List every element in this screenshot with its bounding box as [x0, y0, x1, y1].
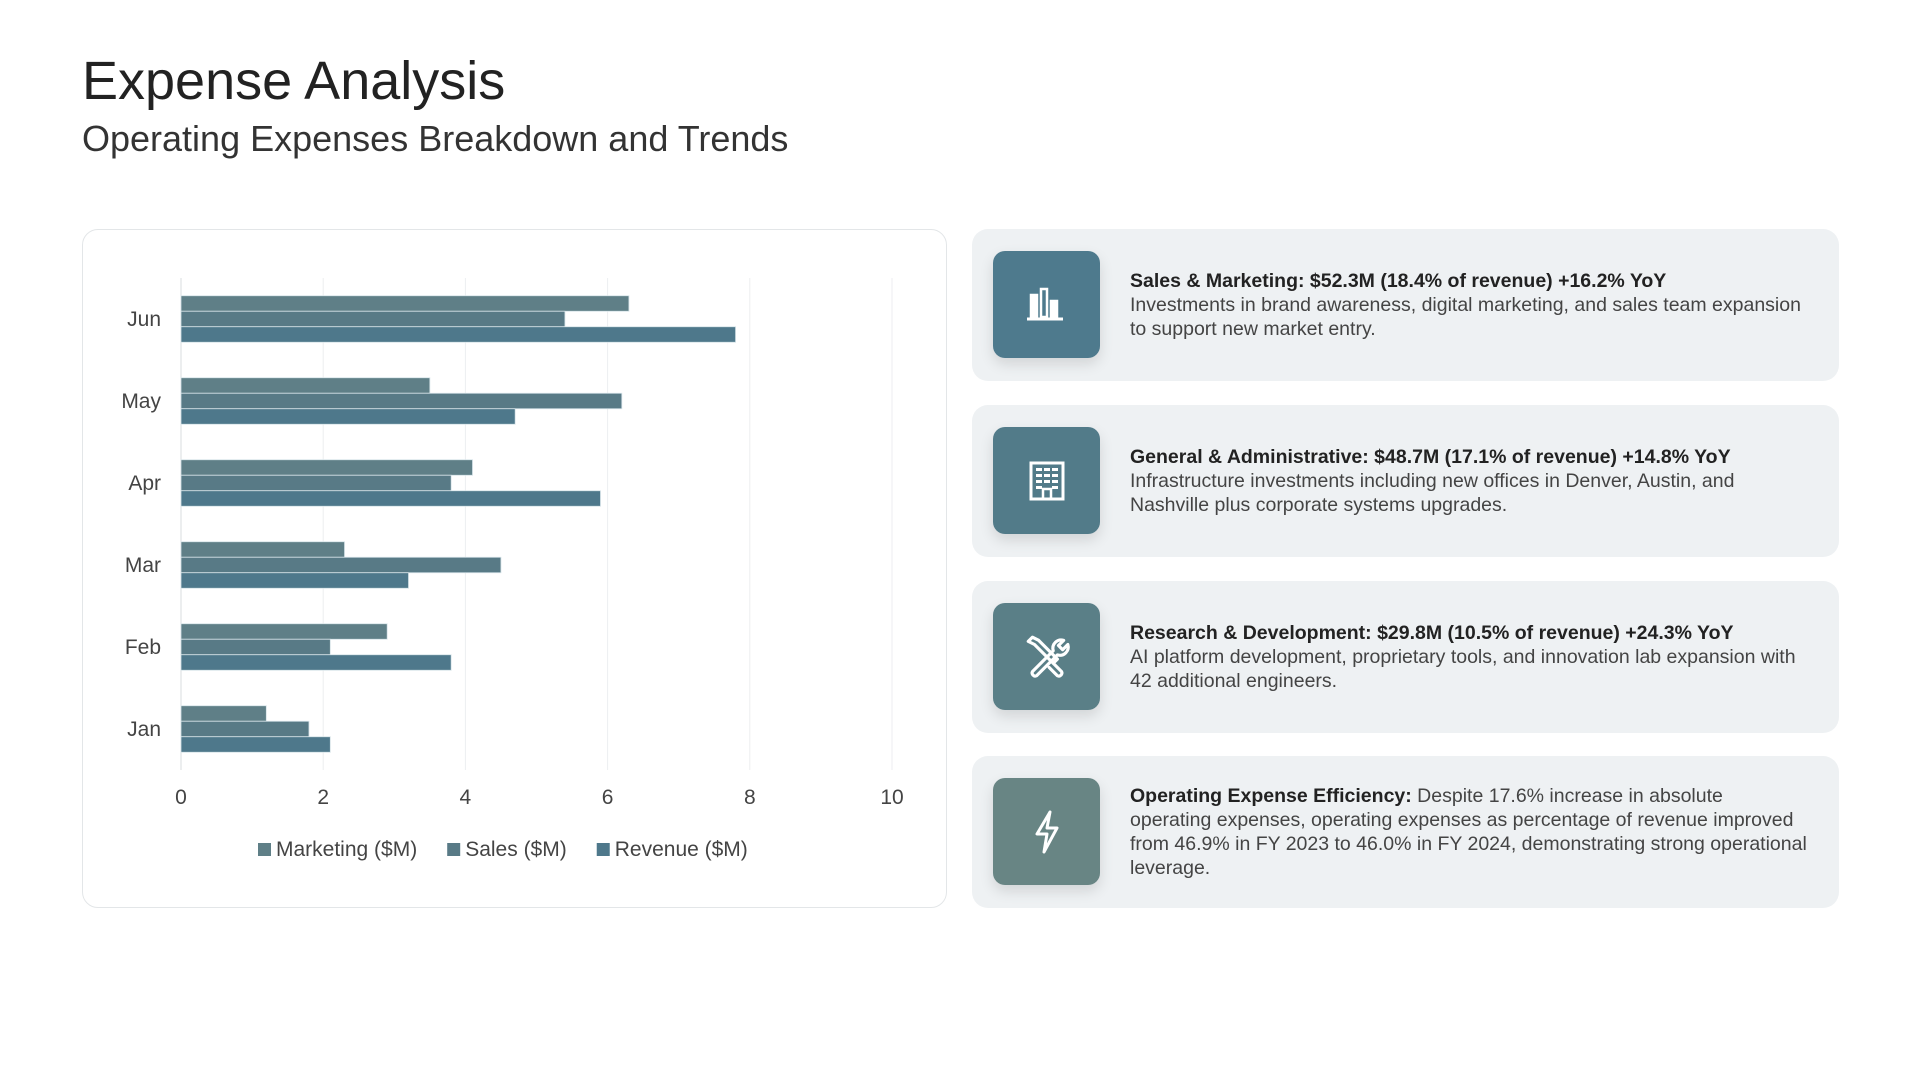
card-body: Investments in brand awareness, digital …: [1130, 294, 1801, 340]
legend-swatch: [596, 843, 610, 856]
bar-sales-may: [180, 392, 623, 410]
chart-card: 0 2 4 6 8 10 Jun May Apr Mar Feb Jan Marketing ($M) S…: [82, 229, 947, 908]
card-research-development: Research & Development: $29.8M (10.5% of…: [972, 581, 1839, 733]
bar-revenue-mar: [180, 572, 409, 589]
card-body: Despite 17.6% increase in absolute opera…: [1130, 785, 1807, 879]
card-text: Research & Development: $29.8M (10.5% of…: [1130, 621, 1809, 693]
legend-swatch: [447, 843, 461, 856]
card-body: Infrastructure investments including new…: [1130, 470, 1735, 516]
bar-revenue-jun: [180, 326, 736, 343]
legend-label: Sales ($M): [465, 838, 567, 861]
bar-marketing-jan: [180, 705, 267, 722]
icon-box: [993, 778, 1100, 885]
y-tick-label: May: [121, 390, 161, 413]
card-title: Research & Development: $29.8M (10.5% of…: [1130, 622, 1734, 644]
card-general-administrative: General & Administrative: $48.7M (17.1% …: [972, 405, 1839, 557]
card-sales-marketing: Sales & Marketing: $52.3M (18.4% of reve…: [972, 229, 1839, 381]
card-title: Operating Expense Efficiency:: [1130, 785, 1412, 807]
card-title: Sales & Marketing: $52.3M (18.4% of reve…: [1130, 270, 1667, 292]
y-tick-label: Jan: [127, 718, 161, 741]
card-opex-efficiency: Operating Expense Efficiency: Despite 17…: [972, 756, 1839, 908]
x-tick-label: 6: [602, 786, 614, 809]
card-body: AI platform development, proprietary too…: [1130, 646, 1796, 692]
legend-label: Marketing ($M): [276, 838, 417, 861]
bar-chart-icon: [1026, 287, 1063, 320]
x-tick-label: 10: [880, 786, 903, 809]
expense-bar-chart: 0 2 4 6 8 10 Jun May Apr Mar Feb Jan Marketing ($M) S…: [121, 278, 904, 861]
bar-sales-feb: [180, 638, 331, 656]
bar-marketing-jun: [180, 295, 630, 312]
icon-box: [993, 251, 1100, 358]
icon-box: [993, 427, 1100, 534]
bar-revenue-apr: [180, 490, 601, 507]
legend-label: Revenue ($M): [615, 838, 748, 861]
tools-icon: [1026, 635, 1070, 678]
bar-marketing-feb: [180, 623, 388, 640]
bar-revenue-may: [180, 408, 516, 425]
bar-marketing-mar: [180, 541, 345, 558]
card-text: General & Administrative: $48.7M (17.1% …: [1130, 445, 1809, 517]
icon-box: [993, 603, 1100, 710]
bar-marketing-may: [180, 377, 431, 394]
x-tick-label: 8: [744, 786, 756, 809]
building-icon: [1029, 461, 1064, 500]
card-title: General & Administrative: $48.7M (17.1% …: [1130, 446, 1731, 468]
bar-revenue-jan: [180, 736, 331, 753]
lightning-icon: [1035, 810, 1058, 853]
page-subtitle: Operating Expenses Breakdown and Trends: [82, 118, 789, 159]
bar-revenue-feb: [180, 654, 452, 671]
y-tick-label: Feb: [125, 636, 161, 659]
card-text: Sales & Marketing: $52.3M (18.4% of reve…: [1130, 269, 1809, 341]
page-title: Expense Analysis: [82, 51, 506, 111]
y-tick-label: Mar: [125, 554, 161, 577]
card-text: Operating Expense Efficiency: Despite 17…: [1130, 784, 1809, 880]
bar-sales-jan: [180, 720, 310, 738]
y-tick-label: Apr: [128, 472, 161, 495]
bar-sales-apr: [180, 474, 452, 492]
bar-sales-jun: [180, 310, 566, 328]
legend-swatch: [258, 843, 271, 856]
x-tick-label: 0: [175, 786, 187, 809]
bar-sales-mar: [180, 556, 502, 574]
x-tick-label: 4: [460, 786, 472, 809]
bar-marketing-apr: [180, 459, 473, 476]
x-tick-label: 2: [317, 786, 329, 809]
y-tick-label: Jun: [127, 308, 161, 331]
